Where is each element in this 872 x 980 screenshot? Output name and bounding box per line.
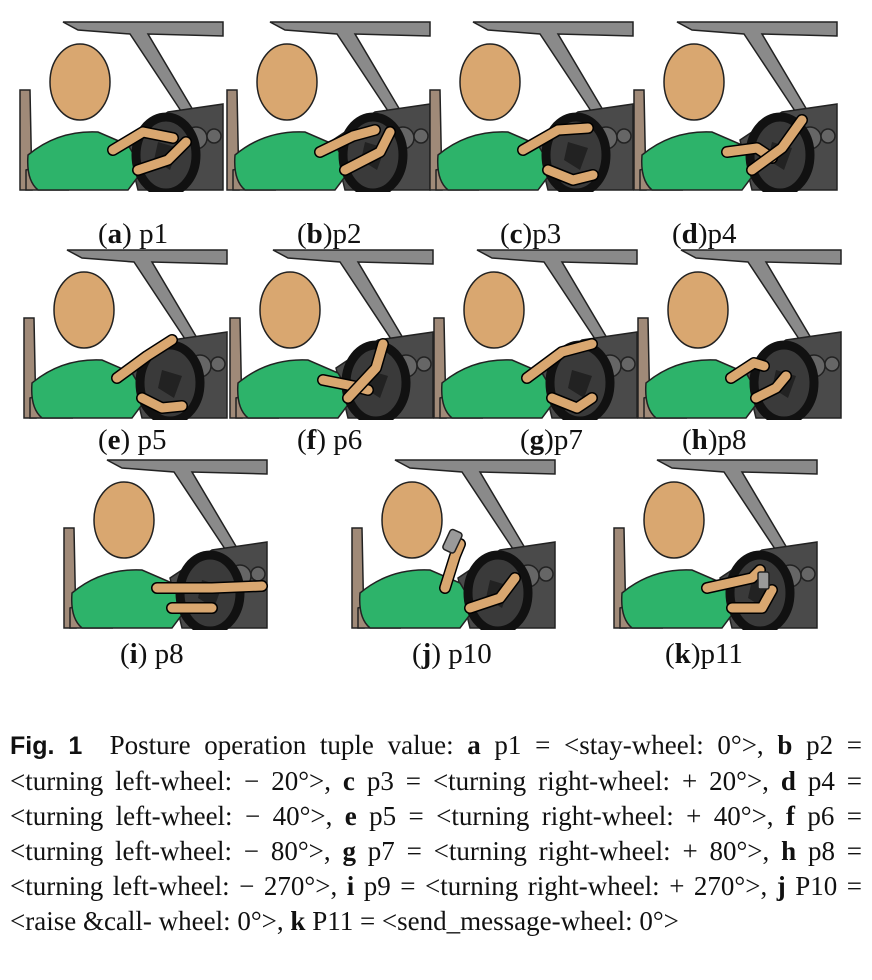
driver-arms — [517, 122, 599, 186]
driver-arms — [701, 564, 778, 614]
caption-key-d: d — [780, 766, 796, 796]
driver-head — [463, 271, 525, 349]
caption-value-a: p1 = <stay-wheel: 0°>, — [480, 730, 778, 760]
gauge-icon — [416, 356, 432, 372]
driver-arms — [314, 124, 396, 176]
figure-label: Fig. 1 — [10, 732, 83, 760]
caption-value-f: p6 = <turning left-wheel: − 80°>, — [10, 801, 862, 866]
caption-items: a p1 = <stay-wheel: 0°>, b p2 = <turning… — [10, 730, 862, 936]
caption-value-j: P10 = <raise &call- wheel: 0°>, — [10, 871, 863, 936]
caption-value-g: p7 = <turning right-wheel: + 80°>, — [355, 836, 782, 866]
panel-i-illustration — [62, 458, 272, 630]
caption-key-c: c — [342, 766, 355, 796]
caption-value-b: p2 = <turning left-wheel: − 20°>, — [10, 730, 862, 796]
caption-key-k: k — [290, 906, 306, 936]
caption-key-i: i — [346, 871, 355, 901]
panel-d-illustration — [632, 20, 842, 192]
gauge-icon — [206, 128, 222, 144]
figure-caption: Fig. 1 Posture operation tuple value: a … — [10, 728, 862, 939]
panel-k-illustration — [612, 458, 822, 630]
phone-icon — [757, 571, 770, 590]
caption-value-k: P11 = <send_message-wheel: 0°> — [305, 906, 679, 936]
subcaption-f: (f) p6 — [297, 424, 363, 456]
panel-j-illustration — [350, 458, 560, 630]
driver-arms — [721, 114, 808, 176]
caption-intro: Posture operation tuple value: — [109, 730, 468, 760]
panel-b-illustration — [225, 20, 435, 192]
gauge-icon — [413, 128, 429, 144]
gauge-icon — [210, 356, 226, 372]
driver-head — [53, 271, 115, 349]
gauge-icon — [820, 128, 836, 144]
subcaption-k: (k)p11 — [665, 638, 743, 670]
subcaption-j: (j) p10 — [412, 638, 492, 670]
driver-head — [667, 271, 729, 349]
driver-arms — [317, 338, 389, 404]
driver-arms — [439, 528, 521, 614]
caption-key-j: j — [776, 871, 786, 901]
caption-value-i: p9 = <turning right-wheel: + 270°>, — [354, 871, 777, 901]
driver-head — [381, 481, 443, 559]
driver-head — [49, 43, 111, 121]
caption-value-d: p4 = <turning left-wheel: − 40°>, — [10, 766, 863, 831]
driver-arms — [725, 357, 792, 404]
driver-arms — [111, 334, 188, 414]
subcaption-a: (a) p1 — [98, 218, 169, 250]
gauge-icon — [800, 566, 816, 582]
caption-key-h: h — [781, 836, 797, 866]
caption-key-g: g — [342, 836, 356, 866]
subcaption-d: (d)p4 — [672, 218, 737, 250]
caption-key-b: b — [777, 730, 793, 760]
driver-head — [643, 481, 705, 559]
driver-head — [93, 481, 155, 559]
caption-key-f: f — [785, 801, 795, 831]
driver-head — [663, 43, 725, 121]
gauge-icon — [538, 566, 554, 582]
gauge-icon — [824, 356, 840, 372]
caption-value-e: p5 = <turning right-wheel: + 40°>, — [356, 801, 786, 831]
caption-value-h: p8 = <turning left-wheel: − 270°>, — [10, 836, 863, 901]
driver-head — [459, 43, 521, 121]
driver-head — [256, 43, 318, 121]
gauge-icon — [616, 128, 632, 144]
panel-c-illustration — [428, 20, 638, 192]
panel-g-illustration — [432, 248, 642, 420]
subcaption-e: (e) p5 — [98, 424, 167, 456]
phone-icon — [442, 528, 463, 554]
subcaption-c: (c)p3 — [500, 218, 562, 250]
panel-a-illustration — [18, 20, 228, 192]
caption-key-e: e — [344, 801, 357, 831]
subcaption-i: (i) p8 — [120, 638, 184, 670]
gauge-icon — [620, 356, 636, 372]
panel-f-illustration — [228, 248, 438, 420]
panel-e-illustration — [22, 248, 232, 420]
driver-arms — [107, 126, 192, 176]
gauge-icon — [250, 566, 266, 582]
subcaption-g: (g)p7 — [520, 424, 583, 456]
subcaption-b: (b)p2 — [297, 218, 362, 250]
panel-h-illustration — [636, 248, 846, 420]
caption-key-a: a — [467, 730, 481, 760]
caption-value-c: p3 = <turning right-wheel: + 20°>, — [354, 766, 781, 796]
driver-arms — [151, 580, 268, 614]
subcaption-h: (h)p8 — [682, 424, 747, 456]
driver-arms — [521, 338, 598, 414]
driver-head — [259, 271, 321, 349]
